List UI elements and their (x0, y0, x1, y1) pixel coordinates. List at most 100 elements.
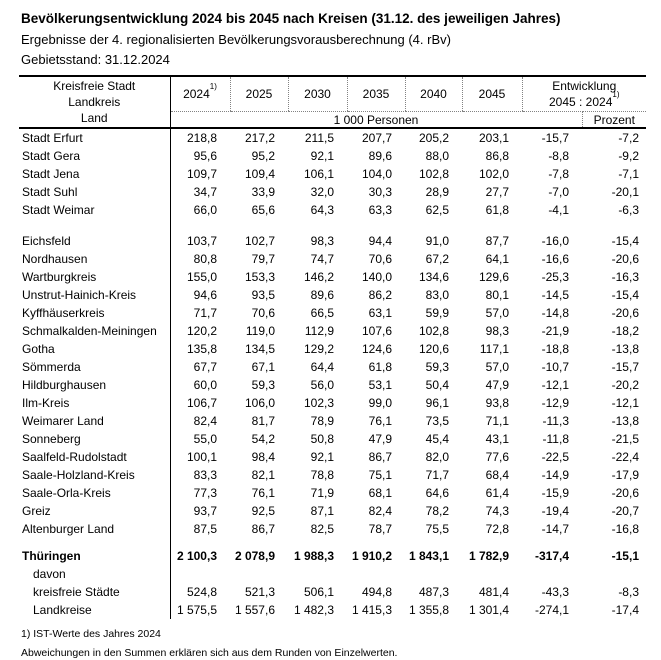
value-cell: 55,0 (193, 432, 217, 446)
value-cell: -17,9 (611, 468, 639, 482)
value-cell: 82,4 (193, 414, 217, 428)
table-row: Stadt Erfurt 218,8 217,2 211,5 207,7 205,2 203… (19, 128, 646, 147)
value-cell: 134,5 (244, 342, 275, 356)
value-cell: 92,5 (251, 504, 275, 518)
value-cell: 56,0 (310, 378, 334, 392)
value-cell: 87,1 (310, 504, 334, 518)
value-cell: 65,6 (251, 203, 275, 217)
row-label: Ilm-Kreis (19, 394, 171, 412)
row-label: Unstrut-Hainich-Kreis (19, 286, 171, 304)
value-cell: 76,1 (251, 486, 275, 500)
value-cell: -20,6 (611, 306, 639, 320)
value-cell: 78,7 (368, 522, 392, 536)
value-cell: 211,5 (304, 131, 334, 145)
value-cell: 87,7 (485, 234, 509, 248)
table-row: Saalfeld-Rudolstadt 100,1 98,4 92,1 86,7 82,0… (19, 448, 646, 466)
value-cell: -20,6 (611, 252, 639, 266)
value-cell: 75,1 (368, 468, 392, 482)
value-cell: -22,5 (541, 450, 569, 464)
value-cell: -21,9 (541, 324, 569, 338)
value-cell: 61,8 (485, 203, 509, 217)
value-cell: 109,7 (186, 167, 217, 181)
value-cell: -9,2 (618, 149, 639, 163)
value-cell: 57,0 (485, 360, 509, 374)
value-cell: 78,8 (310, 468, 334, 482)
value-cell: -16,3 (611, 270, 639, 284)
value-cell: 82,5 (310, 522, 334, 536)
value-cell: 1 301,4 (468, 603, 509, 617)
row-label: kreisfreie Städte (19, 583, 171, 601)
year-label: 2030 (304, 87, 331, 101)
value-cell: 47,9 (485, 378, 509, 392)
value-cell: -20,7 (611, 504, 639, 518)
value-cell: 155,0 (186, 270, 217, 284)
column-header-entwicklung: Entwicklung 2045 : 20241) (521, 76, 646, 112)
value-cell: 70,6 (251, 306, 275, 320)
value-cell: 120,6 (418, 342, 449, 356)
value-cell: -22,4 (611, 450, 639, 464)
value-cell: 50,8 (310, 432, 334, 446)
spacer-cell (19, 538, 171, 547)
value-cell: 93,5 (251, 288, 275, 302)
value-cell: 71,7 (193, 306, 217, 320)
value-cell: -20,2 (611, 378, 639, 392)
row-label: Saale-Orla-Kreis (19, 484, 171, 502)
value-cell: 1 575,5 (176, 603, 217, 617)
value-cell: 64,4 (310, 360, 334, 374)
value-cell: 71,9 (310, 486, 334, 500)
value-cell: 27,7 (485, 185, 509, 199)
value-cell: 86,7 (368, 450, 392, 464)
value-cell: 67,7 (193, 360, 217, 374)
column-header-region: Kreisfreie Stadt Landkreis Land (19, 76, 171, 129)
value-cell: -15,7 (611, 360, 639, 374)
value-cell: -16,8 (611, 522, 639, 536)
value-cell: -15,1 (611, 549, 639, 563)
value-cell: 92,1 (310, 450, 334, 464)
value-cell: -7,8 (548, 167, 569, 181)
value-cell: 78,9 (310, 414, 334, 428)
value-cell: -15,9 (541, 486, 569, 500)
value-cell: -14,9 (541, 468, 569, 482)
value-cell: -13,8 (611, 342, 639, 356)
row-label: Saalfeld-Rudolstadt (19, 448, 171, 466)
value-cell: 80,1 (485, 288, 509, 302)
value-cell: 106,1 (303, 167, 334, 181)
value-cell: 77,6 (485, 450, 509, 464)
value-cell: 34,7 (193, 185, 217, 199)
value-cell: 102,0 (478, 167, 509, 181)
value-cell: 109,4 (244, 167, 275, 181)
value-cell: 82,0 (425, 450, 449, 464)
table-row: Unstrut-Hainich-Kreis 94,6 93,5 89,6 86,2 83,… (19, 286, 646, 304)
row-label: Altenburger Land (19, 520, 171, 538)
value-cell: -8,8 (548, 149, 569, 163)
row-label: Gotha (19, 340, 171, 358)
value-cell: 107,6 (361, 324, 392, 338)
value-cell: 86,7 (251, 522, 275, 536)
value-cell: 89,6 (310, 288, 334, 302)
table-row: Hildburghausen 60,0 59,3 56,0 53,1 50,4 47,9 -1… (19, 376, 646, 394)
value-cell: 50,4 (425, 378, 449, 392)
region-header-line: Land (80, 111, 108, 125)
value-cell: 106,0 (244, 396, 275, 410)
column-header-2024: 20241) (170, 76, 230, 112)
value-cell: -317,4 (534, 549, 569, 563)
value-cell: 2 100,3 (176, 549, 217, 563)
value-cell: 28,9 (425, 185, 449, 199)
footnote-1: 1) IST-Werte des Jahres 2024 (21, 628, 161, 640)
value-cell: 74,7 (310, 252, 334, 266)
document-title: Bevölkerungsentwicklung 2024 bis 2045 na… (21, 11, 561, 26)
value-cell: 487,3 (418, 585, 449, 599)
value-cell: -12,1 (611, 396, 639, 410)
table-row: Altenburger Land 87,5 86,7 82,5 78,7 75,5 72,8… (19, 520, 646, 538)
value-cell: 521,3 (244, 585, 275, 599)
table-row: Schmalkalden-Meiningen 120,2 119,0 112,9 107… (19, 322, 646, 340)
table-row: Sonneberg 55,0 54,2 50,8 47,9 45,4 43,1 -11,8 -2… (19, 430, 646, 448)
table-header: Kreisfreie Stadt Landkreis Land 20241) 2… (19, 76, 646, 129)
value-cell: 102,8 (418, 324, 449, 338)
value-cell: 70,6 (368, 252, 392, 266)
column-header-2035: 2035 (346, 76, 405, 112)
value-cell: -12,1 (541, 378, 569, 392)
year-label: 2040 (420, 87, 447, 101)
value-cell: -7,0 (548, 185, 569, 199)
value-cell: 82,4 (368, 504, 392, 518)
